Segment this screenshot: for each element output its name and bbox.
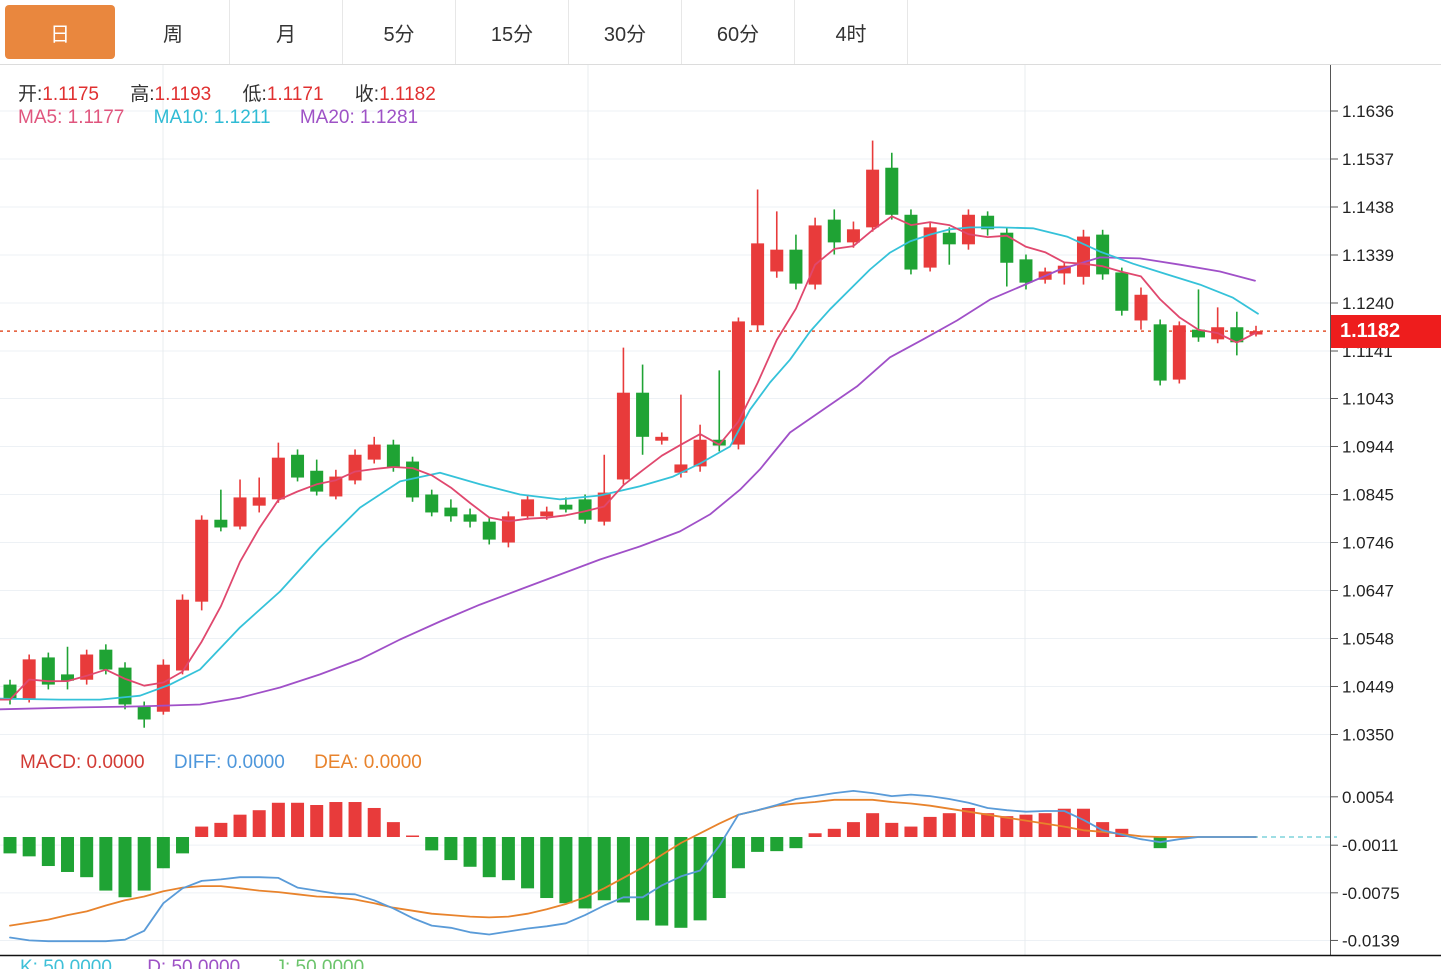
tab-label: 30分: [603, 23, 647, 46]
kdj-j-value: J: 50.0000: [275, 957, 365, 969]
ma10-line: [0, 226, 1259, 701]
svg-text:0.0054: 0.0054: [1342, 788, 1394, 807]
svg-text:1.0548: 1.0548: [1342, 630, 1394, 649]
tab-label: 日: [50, 23, 70, 46]
tab-label: 60分: [716, 23, 760, 46]
low-value: 1.1171: [266, 84, 324, 105]
high-label: 高:: [130, 84, 155, 105]
tab-label: 周: [163, 23, 183, 46]
open-value: 1.1175: [42, 84, 99, 105]
svg-text:1.0746: 1.0746: [1342, 534, 1394, 553]
last-price-tag: 1.1182: [1331, 315, 1441, 348]
svg-text:1.0449: 1.0449: [1342, 678, 1394, 697]
price-axis-layer: 1.16361.15371.14381.13391.12401.11411.10…: [0, 65, 1441, 957]
svg-text:1.0944: 1.0944: [1342, 438, 1394, 457]
low-label: 低:: [242, 84, 267, 105]
dea-line: [9, 798, 1257, 927]
tab-60min[interactable]: 60分: [682, 0, 795, 64]
tab-label: 5分: [383, 23, 415, 46]
tab-4hour[interactable]: 4时: [795, 0, 908, 64]
svg-text:1.0647: 1.0647: [1342, 582, 1394, 601]
ma-legend: MA5: 1.1177 MA10: 1.1211 MA20: 1.1281: [18, 107, 418, 129]
tab-30min[interactable]: 30分: [569, 0, 682, 64]
ohlc-legend: 开:1.1175 高:1.1193 低:1.1171 收:1.1182: [18, 79, 462, 106]
svg-text:1.0350: 1.0350: [1342, 726, 1394, 745]
timeframe-tabbar: 日 周 月 5分 15分 30分 60分 4时: [0, 0, 1441, 65]
tab-5min[interactable]: 5分: [343, 0, 456, 64]
ma5-legend: MA5: 1.1177: [18, 107, 125, 128]
diff-line: [9, 790, 1257, 943]
tab-day[interactable]: 日: [5, 5, 115, 59]
macd-value: MACD: 0.0000: [20, 752, 145, 773]
kdj-k-value: K: 50.0000: [20, 957, 112, 969]
dea-value: DEA: 0.0000: [314, 752, 422, 773]
diff-value: DIFF: 0.0000: [173, 752, 285, 773]
svg-text:1.1636: 1.1636: [1342, 102, 1394, 121]
tabbar-filler: [908, 0, 1441, 64]
high-value: 1.1193: [154, 84, 212, 105]
tab-week[interactable]: 周: [117, 0, 230, 64]
tab-15min[interactable]: 15分: [456, 0, 569, 64]
svg-text:1.1240: 1.1240: [1342, 294, 1394, 313]
macd-legend: MACD: 0.0000 DIFF: 0.0000 DEA: 0.0000: [20, 752, 422, 774]
svg-text:-0.0075: -0.0075: [1342, 884, 1400, 903]
close-label: 收:: [354, 84, 380, 105]
ma10-legend: MA10: 1.1211: [153, 107, 271, 128]
close-value: 1.1182: [379, 84, 436, 105]
svg-text:1.0845: 1.0845: [1342, 486, 1394, 505]
tab-label: 月: [276, 23, 296, 46]
svg-text:1.1339: 1.1339: [1342, 246, 1394, 265]
candles-layer: [3, 140, 1263, 728]
svg-text:1.1043: 1.1043: [1342, 390, 1394, 409]
gridlines-layer: [0, 65, 1330, 955]
svg-text:1.1537: 1.1537: [1342, 150, 1394, 169]
ma20-line: [0, 256, 1256, 711]
ma20-legend: MA20: 1.1281: [299, 107, 419, 128]
tab-label: 4时: [835, 23, 867, 46]
tab-label: 15分: [490, 23, 534, 46]
kdj-legend: K: 50.0000 D: 50.0000 J: 50.0000: [20, 957, 364, 969]
open-label: 开:: [18, 84, 43, 105]
ma5-line: [0, 215, 1257, 701]
svg-text:1.1438: 1.1438: [1342, 198, 1394, 217]
tab-month[interactable]: 月: [230, 0, 343, 64]
kdj-d-value: D: 50.0000: [147, 957, 241, 969]
macd-histogram-layer: [3, 802, 1167, 928]
svg-text:-0.0011: -0.0011: [1342, 836, 1398, 855]
svg-text:-0.0139: -0.0139: [1342, 931, 1400, 950]
